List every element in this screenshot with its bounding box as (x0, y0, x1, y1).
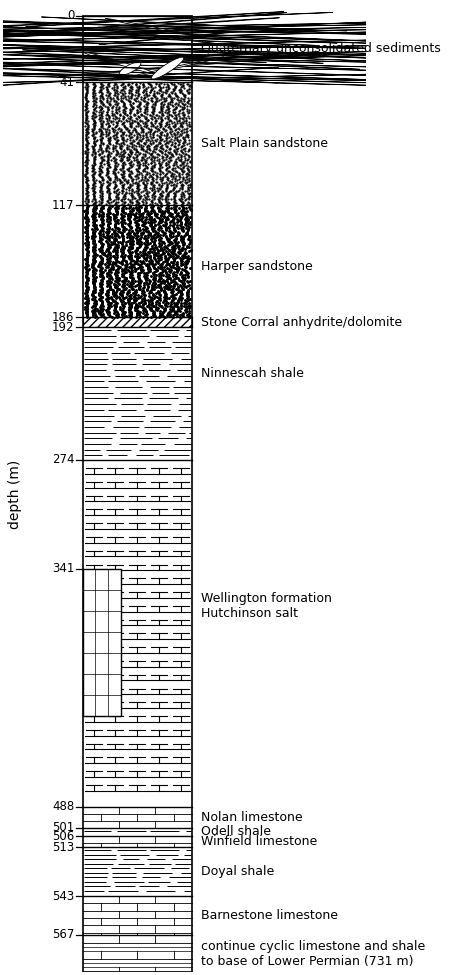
Ellipse shape (0, 53, 360, 69)
Text: 513: 513 (52, 840, 74, 854)
Ellipse shape (0, 67, 450, 85)
Ellipse shape (0, 21, 450, 40)
Ellipse shape (25, 12, 284, 26)
Ellipse shape (151, 58, 184, 79)
Ellipse shape (0, 64, 278, 83)
Ellipse shape (0, 25, 383, 42)
Ellipse shape (0, 33, 450, 56)
Ellipse shape (0, 67, 279, 89)
Text: Salt Plain sandstone: Salt Plain sandstone (201, 137, 328, 150)
Ellipse shape (0, 54, 330, 68)
Text: Quaternary unconsolidated sediments: Quaternary unconsolidated sediments (201, 43, 441, 56)
Text: 274: 274 (52, 453, 74, 466)
Bar (83, 206, 192, 317)
Ellipse shape (0, 50, 450, 71)
Ellipse shape (99, 27, 237, 47)
Ellipse shape (0, 70, 450, 88)
Ellipse shape (58, 56, 308, 77)
Ellipse shape (0, 28, 450, 48)
Text: Doyal shale: Doyal shale (201, 865, 274, 878)
Text: 506: 506 (52, 830, 74, 842)
Text: Winfield limestone: Winfield limestone (201, 836, 317, 848)
Ellipse shape (0, 45, 380, 61)
Ellipse shape (0, 49, 450, 66)
Bar (83, 847, 192, 896)
Ellipse shape (0, 67, 450, 86)
Text: 488: 488 (52, 800, 74, 813)
Text: Stone Corral anhydrite/dolomite: Stone Corral anhydrite/dolomite (201, 316, 402, 329)
Ellipse shape (0, 48, 450, 66)
Ellipse shape (0, 40, 450, 58)
Text: 192: 192 (52, 321, 74, 333)
Ellipse shape (84, 53, 156, 74)
Text: 341: 341 (52, 562, 74, 575)
Ellipse shape (0, 15, 426, 36)
Text: 41: 41 (59, 76, 74, 89)
Ellipse shape (0, 59, 427, 77)
Ellipse shape (0, 49, 266, 62)
Ellipse shape (0, 66, 391, 80)
Ellipse shape (0, 28, 316, 46)
Ellipse shape (119, 62, 141, 75)
Text: depth (m): depth (m) (9, 459, 22, 528)
Ellipse shape (105, 19, 191, 35)
Ellipse shape (0, 20, 417, 41)
Bar (83, 935, 192, 972)
Ellipse shape (0, 34, 427, 50)
Ellipse shape (0, 53, 450, 73)
Bar (83, 82, 192, 206)
Text: 186: 186 (52, 311, 74, 324)
Bar (83, 460, 192, 807)
Bar (83, 327, 192, 460)
Text: 0: 0 (67, 9, 74, 22)
Text: Nolan limestone: Nolan limestone (201, 811, 302, 824)
Text: 501: 501 (52, 822, 74, 835)
Text: 543: 543 (52, 889, 74, 903)
Bar (83, 828, 192, 836)
Ellipse shape (16, 13, 287, 34)
Ellipse shape (0, 26, 338, 43)
Text: Harper sandstone: Harper sandstone (201, 260, 313, 273)
Ellipse shape (0, 26, 450, 45)
Text: continue cyclic limestone and shale
to base of Lower Permian (731 m): continue cyclic limestone and shale to b… (201, 940, 425, 967)
Ellipse shape (0, 13, 333, 31)
Bar (83, 16, 192, 82)
Ellipse shape (22, 50, 324, 63)
Ellipse shape (0, 52, 316, 67)
Ellipse shape (41, 17, 316, 30)
Bar (83, 896, 192, 935)
Ellipse shape (0, 28, 450, 47)
Ellipse shape (0, 53, 392, 71)
Bar (83, 317, 192, 327)
Ellipse shape (0, 38, 408, 59)
Ellipse shape (0, 24, 450, 40)
Bar (83, 16, 192, 972)
Bar (83, 807, 192, 828)
Ellipse shape (0, 24, 450, 42)
Ellipse shape (99, 31, 242, 45)
Ellipse shape (0, 20, 450, 33)
Ellipse shape (0, 70, 370, 86)
Text: 117: 117 (52, 199, 74, 212)
Text: 567: 567 (52, 928, 74, 942)
Bar (83, 317, 192, 327)
Ellipse shape (0, 58, 450, 74)
Text: Barnestone limestone: Barnestone limestone (201, 909, 338, 922)
Ellipse shape (123, 57, 224, 79)
Ellipse shape (0, 36, 450, 51)
Bar (83, 568, 121, 716)
Text: Ninnescah shale: Ninnescah shale (201, 367, 304, 380)
Ellipse shape (0, 18, 450, 39)
Text: Odell shale: Odell shale (201, 826, 271, 838)
Ellipse shape (0, 42, 450, 58)
Bar (83, 836, 192, 847)
Ellipse shape (0, 69, 450, 85)
Ellipse shape (0, 44, 439, 57)
Text: Wellington formation
Hutchinson salt: Wellington formation Hutchinson salt (201, 592, 332, 620)
Ellipse shape (0, 18, 280, 38)
Ellipse shape (0, 18, 347, 31)
